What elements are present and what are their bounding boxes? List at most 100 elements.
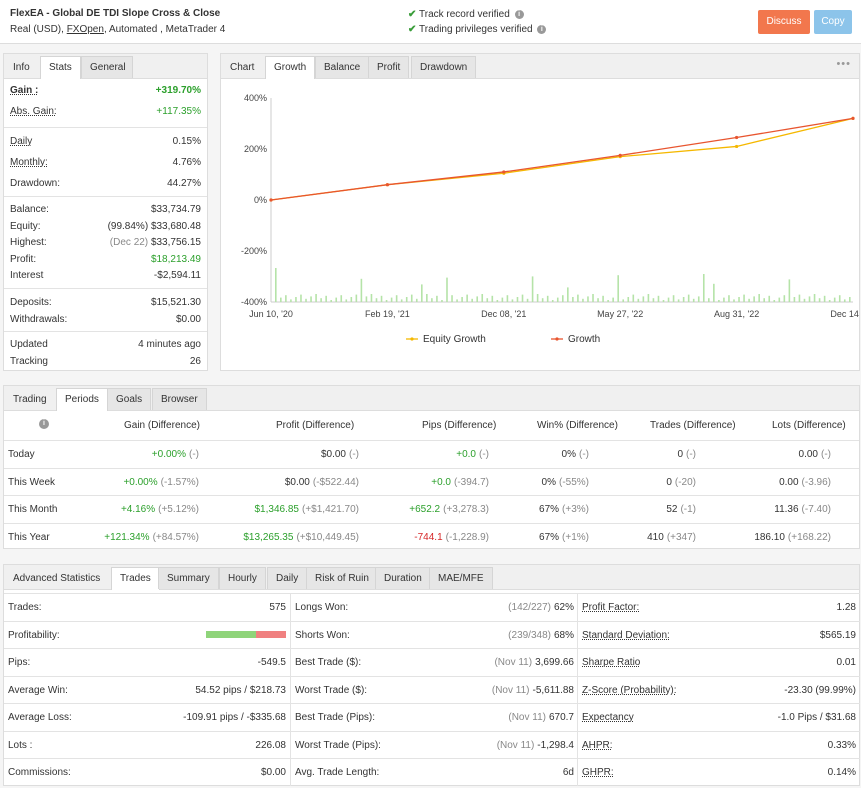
tab-drawdown[interactable]: Drawdown	[411, 56, 477, 78]
adv-stat-label: Lots :	[8, 739, 33, 751]
adv-stat-value: -109.91 pips / -$335.68	[183, 712, 286, 723]
stats-panel: Info Stats General Gain : +319.70% Abs. …	[3, 53, 208, 371]
volume-bar	[526, 298, 529, 302]
adv-stat-note: (239/348)	[508, 629, 551, 641]
tab-hourly[interactable]: Hourly	[219, 567, 266, 589]
volume-bar	[410, 294, 413, 302]
tab-goals[interactable]: Goals	[107, 388, 152, 410]
period-profit-cell: $1,346.85 (+$1,421.70)	[255, 504, 360, 515]
tab-trades[interactable]: Trades	[111, 567, 160, 590]
adv-stat-row: Avg. Trade Length: 6d	[290, 758, 578, 786]
account-type: Real (USD),	[10, 24, 64, 35]
period-label: Today	[8, 449, 35, 460]
tab-advanced-statistics[interactable]: Advanced Statistics	[13, 573, 101, 584]
volume-bar	[320, 298, 322, 302]
tab-info[interactable]: Info	[13, 62, 30, 73]
period-win-value: 67%	[539, 504, 560, 515]
tab-summary[interactable]: Summary	[158, 567, 219, 589]
tab-stats[interactable]: Stats	[40, 56, 81, 79]
period-pips-diff: (-394.7)	[453, 476, 489, 488]
adv-stat-label[interactable]: Standard Deviation:	[582, 629, 670, 641]
stat-value: -$2,594.11	[153, 270, 201, 281]
adv-stat-row: Trades: 575	[4, 593, 290, 621]
volume-bar	[733, 299, 735, 302]
volume-bar	[612, 297, 614, 302]
stat-label: Updated	[10, 339, 48, 350]
adv-stat-label[interactable]: AHPR:	[582, 739, 613, 751]
more-options-icon[interactable]: •••	[836, 58, 851, 70]
stat-label[interactable]: Gain :	[10, 85, 39, 96]
volume-bar	[657, 295, 660, 302]
period-win-diff: (-55%)	[558, 476, 589, 488]
volume-bar	[491, 295, 494, 302]
period-pips-cell: +0.0 (-394.7)	[431, 477, 489, 488]
volume-bar	[461, 297, 463, 302]
tab-profit[interactable]: Profit	[368, 56, 410, 78]
period-trades-value: 0	[666, 476, 672, 488]
header-gain: Gain (Difference)	[124, 420, 200, 431]
adv-stat-value: -1.0 Pips / $31.68	[777, 712, 856, 723]
adv-stat-label: Avg. Trade Length:	[295, 767, 380, 778]
adv-stat-label[interactable]: Expectancy	[582, 712, 634, 723]
y-tick-label: -200%	[241, 246, 267, 256]
period-trades-diff: (-20)	[674, 476, 696, 488]
volume-bar	[325, 295, 327, 302]
advanced-panel: Advanced Statistics Trades Summary Hourl…	[3, 564, 860, 786]
stat-value: 44.27%	[167, 178, 201, 189]
period-trades-cell: 0 (-20)	[666, 477, 696, 488]
x-tick-label: Dec 14, '22	[830, 309, 859, 319]
volume-bar	[753, 296, 755, 302]
adv-stat-row: Pips: -549.5	[4, 648, 290, 676]
tab-growth[interactable]: Growth	[265, 56, 316, 79]
volume-bar	[728, 295, 730, 302]
account-details: , Automated , MetaTrader 4	[103, 24, 226, 35]
adv-stat-label[interactable]: Sharpe Ratio	[582, 657, 641, 668]
tab-balance[interactable]: Balance	[315, 56, 370, 78]
tab-duration[interactable]: Duration	[375, 567, 431, 589]
period-trades-value: 0	[677, 449, 683, 460]
tab-trading[interactable]: Trading	[13, 394, 47, 405]
info-icon[interactable]: i	[514, 9, 524, 19]
account-info: Real (USD), FXOpen, Automated , MetaTrad…	[10, 24, 225, 35]
volume-bar	[441, 300, 443, 302]
stat-label[interactable]: Monthly:	[10, 157, 48, 168]
tab-risk-of-ruin[interactable]: Risk of Ruin	[306, 567, 378, 589]
series-point	[385, 183, 389, 187]
x-tick-label: Aug 31, '22	[714, 309, 759, 319]
info-icon[interactable]: i	[39, 419, 49, 429]
adv-stat-value-cell: -1.0 Pips / $31.68	[778, 712, 856, 723]
privileges-verified-label: Trading privileges verified	[419, 24, 533, 35]
discuss-button[interactable]: Discuss	[758, 10, 810, 34]
adv-stat-label[interactable]: GHPR:	[582, 767, 614, 778]
stat-label[interactable]: Daily	[10, 136, 33, 147]
stat-label: Deposits:	[10, 297, 52, 308]
tab-daily[interactable]: Daily	[267, 567, 308, 589]
growth-chart: 400% 200% 0% -200% -400% Jun 10, '20 Feb 19, '…	[241, 93, 859, 345]
adv-stat-value-cell: 575	[269, 602, 286, 613]
tab-chart[interactable]: Chart	[230, 62, 255, 73]
tab-periods[interactable]: Periods	[56, 388, 108, 411]
adv-stat-value: 226.08	[255, 739, 286, 751]
broker-link[interactable]: FXOpen	[66, 24, 104, 35]
volume-bar	[627, 297, 630, 302]
tab-browser[interactable]: Browser	[152, 388, 207, 410]
adv-stat-value: -1,298.4	[537, 739, 574, 751]
period-pips-cell: -744.1 (-1,228.9)	[414, 532, 489, 543]
adv-stat-label[interactable]: Profit Factor:	[582, 602, 640, 613]
stat-label[interactable]: Abs. Gain:	[10, 106, 57, 117]
volume-bar	[355, 294, 358, 302]
copy-button[interactable]: Copy	[814, 10, 852, 34]
adv-stat-label: Commissions:	[8, 767, 71, 778]
info-icon[interactable]: i	[537, 24, 547, 34]
period-gain-cell: +4.16% (+5.12%)	[121, 504, 199, 515]
adv-stat-label[interactable]: Z-Score (Probability):	[582, 684, 677, 696]
period-gain-diff: (-)	[189, 449, 199, 460]
periods-panel: Trading Periods Goals Browser i Gain (Di…	[3, 385, 860, 549]
volume-bar	[743, 294, 745, 302]
tab-general[interactable]: General	[81, 56, 133, 78]
adv-stat-value: -23.30 (99.99%)	[784, 684, 856, 696]
stat-label: Equity:	[10, 221, 41, 232]
period-win-cell: 67% (+3%)	[539, 504, 589, 515]
stat-label: Balance:	[10, 204, 49, 215]
tab-mae-mfe[interactable]: MAE/MFE	[429, 567, 493, 589]
